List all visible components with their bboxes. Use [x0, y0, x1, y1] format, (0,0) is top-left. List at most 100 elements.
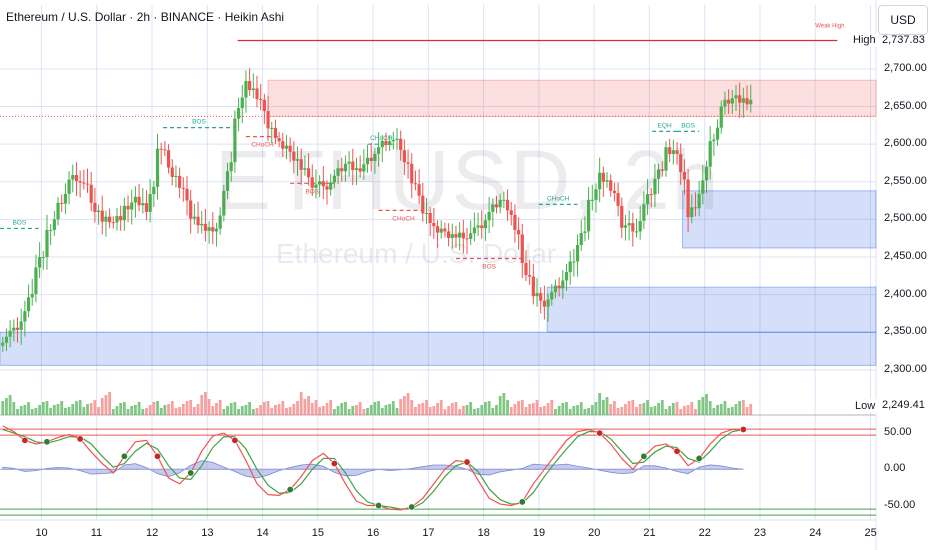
candle-body [645, 194, 650, 205]
candle-body [719, 106, 723, 128]
candle-body [391, 139, 395, 142]
candle-body [23, 311, 27, 322]
volume-bar [388, 404, 392, 415]
candle-body [185, 188, 189, 201]
candle-body [723, 99, 727, 107]
volume-bar [266, 401, 270, 415]
volume-bar [487, 401, 491, 415]
volume-bar [716, 405, 719, 415]
candle-body [660, 169, 664, 171]
volume-bar [288, 407, 292, 415]
volume-bar [509, 407, 513, 415]
candle-body [67, 179, 71, 194]
candle-body [686, 179, 690, 218]
volume-bar [45, 401, 49, 415]
time-tick-label: 24 [809, 527, 822, 539]
weak-high-label: Weak High [815, 23, 844, 29]
volume-bar [369, 405, 373, 415]
volume-bar [12, 402, 16, 415]
candle-body [708, 141, 712, 167]
volume-bar [167, 404, 170, 415]
volume-bar [745, 407, 749, 415]
currency-button[interactable]: USD [878, 5, 928, 35]
candle-body [568, 261, 572, 273]
price-tick-label: 2,700.00 [884, 61, 927, 74]
volume-bar [207, 399, 211, 415]
crossover-dot [463, 458, 471, 466]
volume-bar [439, 400, 443, 415]
volume-bar [189, 400, 193, 415]
volume-bar [506, 400, 509, 415]
volume-bar [122, 402, 126, 415]
candle-body [509, 210, 513, 215]
candle-body [465, 238, 469, 240]
structure-label: BOS [482, 264, 496, 271]
volume-bar [174, 408, 178, 415]
candle-body [100, 210, 104, 222]
volume-bar [447, 406, 450, 415]
volume-bar [115, 406, 119, 415]
volume-bar [93, 400, 97, 415]
volume-bar [181, 404, 185, 415]
candle-body [74, 175, 79, 182]
volume-bar [196, 404, 200, 415]
time-tick-label: 19 [532, 527, 546, 539]
volume-bar [244, 405, 248, 415]
volume-bar [421, 403, 425, 415]
volume-bar [554, 409, 557, 415]
candle-body [130, 202, 134, 210]
structure-label: EQH [658, 122, 672, 129]
osc-tick-label: -50.00 [884, 498, 916, 511]
volume-bar [89, 403, 93, 415]
candle-body [144, 203, 149, 212]
low-price-label: 2,249.41 [882, 399, 925, 411]
volume-bar [130, 406, 134, 415]
volume-bar [708, 401, 712, 415]
volume-bar [329, 400, 333, 415]
candle-body [417, 184, 421, 196]
crossover-dot [739, 425, 747, 433]
volume-bar [145, 408, 148, 415]
candle-body [19, 321, 23, 330]
volume-bar [307, 396, 310, 415]
structure-label: BOS [192, 119, 206, 126]
volume-bar [550, 400, 554, 415]
candle-body [288, 145, 292, 152]
low-tag: Low [852, 399, 879, 413]
volume-bar [568, 409, 572, 415]
volume-bar [484, 402, 487, 415]
candle-body [634, 231, 639, 233]
candle-body [251, 88, 255, 91]
volume-bar [528, 404, 532, 415]
candle-body [115, 216, 119, 223]
volume-bar [380, 408, 384, 415]
structure-label: CHoCH [370, 135, 393, 142]
candle-body [682, 172, 687, 180]
volume-bar [399, 399, 403, 415]
candle-body [26, 297, 31, 312]
volume-bar [443, 409, 447, 415]
candle-body [376, 147, 381, 154]
candle-body [575, 244, 580, 262]
candle-body [214, 228, 219, 232]
volume-bar [638, 404, 642, 415]
candle-body [738, 95, 742, 103]
crossover-dot [43, 438, 51, 446]
candle-body [657, 169, 661, 179]
volume-bar [34, 408, 38, 415]
volume-bar [344, 402, 347, 415]
volume-bar [270, 408, 274, 415]
volume-bar [285, 408, 288, 415]
candle-body [259, 99, 263, 101]
candle-body [4, 336, 9, 343]
price-tick-label: 2,300.00 [884, 362, 927, 375]
candle-body [693, 207, 698, 209]
volume-bar [738, 401, 742, 415]
volume-bar [601, 400, 605, 415]
volume-bar [86, 404, 89, 415]
time-tick-label: 12 [145, 527, 159, 539]
candle-body [111, 222, 115, 224]
volume-bar [321, 406, 325, 415]
candle-body [631, 223, 635, 232]
volume-bar [111, 409, 115, 415]
